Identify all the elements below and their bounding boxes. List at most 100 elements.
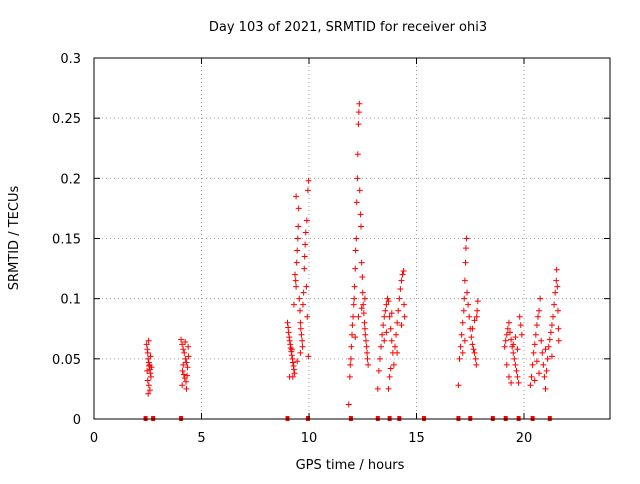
data-point bbox=[381, 337, 388, 344]
x-tick-label: 15 bbox=[408, 431, 425, 446]
data-point bbox=[457, 343, 464, 350]
data-point bbox=[347, 361, 354, 368]
data-point bbox=[462, 245, 469, 252]
data-point bbox=[286, 337, 293, 344]
data-point bbox=[351, 295, 358, 302]
data-point bbox=[302, 229, 309, 236]
data-point bbox=[293, 283, 300, 290]
data-point bbox=[301, 253, 308, 260]
data-point bbox=[145, 390, 152, 397]
data-point bbox=[555, 337, 562, 344]
data-point bbox=[179, 382, 186, 389]
data-point bbox=[463, 235, 470, 242]
data-point bbox=[536, 307, 543, 314]
data-point bbox=[378, 343, 385, 350]
data-point bbox=[376, 355, 383, 362]
data-point bbox=[147, 370, 154, 377]
data-point bbox=[531, 341, 538, 348]
data-point bbox=[346, 373, 353, 380]
x-tick-label: 5 bbox=[197, 431, 205, 446]
data-point bbox=[178, 336, 185, 343]
data-point bbox=[382, 307, 389, 314]
data-point bbox=[501, 343, 508, 350]
data-point bbox=[386, 373, 393, 380]
data-point bbox=[551, 301, 558, 308]
data-point bbox=[470, 346, 477, 353]
data-point bbox=[180, 371, 187, 378]
data-point bbox=[465, 301, 472, 308]
data-point bbox=[471, 349, 478, 356]
data-point bbox=[297, 325, 304, 332]
data-point bbox=[185, 343, 192, 350]
data-point bbox=[456, 355, 463, 362]
data-point bbox=[146, 387, 153, 394]
data-point bbox=[543, 367, 550, 374]
data-point bbox=[374, 385, 381, 392]
data-point bbox=[292, 277, 299, 284]
data-point bbox=[513, 367, 520, 374]
data-point bbox=[363, 343, 370, 350]
data-point bbox=[387, 325, 394, 332]
data-point bbox=[515, 379, 522, 386]
data-point bbox=[180, 346, 187, 353]
data-point bbox=[290, 301, 297, 308]
data-point bbox=[347, 355, 354, 362]
data-point bbox=[399, 271, 406, 278]
data-point bbox=[462, 259, 469, 266]
grid bbox=[94, 58, 610, 419]
data-point bbox=[301, 265, 308, 272]
chart-title: Day 103 of 2021, SRMTID for receiver ohi… bbox=[209, 20, 487, 35]
data-point bbox=[359, 274, 366, 281]
data-point bbox=[517, 322, 524, 329]
data-point bbox=[547, 329, 554, 336]
data-point bbox=[356, 187, 363, 194]
data-point bbox=[527, 382, 534, 389]
data-point bbox=[545, 343, 552, 350]
x-axis-label: GPS time / hours bbox=[296, 458, 405, 473]
data-point bbox=[293, 259, 300, 266]
data-point bbox=[360, 301, 367, 308]
data-point bbox=[548, 322, 555, 329]
data-point bbox=[296, 307, 303, 314]
data-point bbox=[398, 322, 405, 329]
data-point bbox=[386, 313, 393, 320]
y-tick-label: 0.1 bbox=[60, 293, 81, 308]
data-point bbox=[144, 349, 151, 356]
data-point bbox=[359, 289, 366, 296]
data-point bbox=[460, 307, 467, 314]
data-point bbox=[294, 358, 301, 365]
data-point bbox=[360, 310, 367, 317]
data-point bbox=[353, 199, 360, 206]
data-point bbox=[554, 283, 561, 290]
data-point bbox=[510, 349, 517, 356]
data-point bbox=[181, 349, 188, 356]
data-point bbox=[505, 373, 512, 380]
y-axis-label: SRMTID / TECUs bbox=[7, 186, 22, 291]
data-point bbox=[289, 359, 296, 366]
data-point bbox=[554, 307, 561, 314]
data-point bbox=[390, 361, 397, 368]
data-point bbox=[293, 193, 300, 200]
data-point bbox=[365, 361, 372, 368]
data-point bbox=[546, 336, 553, 343]
data-point bbox=[352, 265, 359, 272]
data-point bbox=[553, 277, 560, 284]
data-point bbox=[355, 109, 362, 116]
data-point bbox=[352, 334, 359, 341]
data-point bbox=[362, 331, 369, 338]
data-point bbox=[393, 331, 400, 338]
data-point bbox=[299, 337, 306, 344]
data-point bbox=[539, 349, 546, 356]
data-point bbox=[355, 313, 362, 320]
data-point bbox=[304, 187, 311, 194]
data-point bbox=[385, 298, 392, 305]
data-point bbox=[297, 349, 304, 356]
data-point bbox=[305, 353, 312, 360]
data-point bbox=[473, 313, 480, 320]
data-point bbox=[518, 331, 525, 338]
data-point bbox=[508, 379, 515, 386]
data-point bbox=[469, 341, 476, 348]
data-point bbox=[183, 378, 190, 385]
data-point bbox=[514, 346, 521, 353]
